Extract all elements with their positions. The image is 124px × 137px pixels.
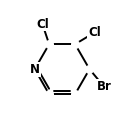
Text: N: N (30, 63, 40, 76)
Text: Cl: Cl (36, 18, 49, 31)
Text: Br: Br (96, 80, 111, 93)
Text: Cl: Cl (88, 26, 101, 39)
